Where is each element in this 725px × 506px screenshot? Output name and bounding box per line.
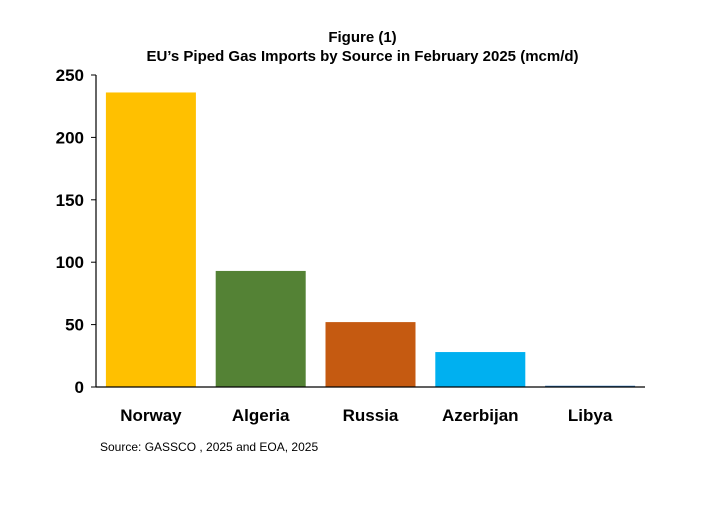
- x-tick-label: Algeria: [232, 406, 290, 425]
- bar: [215, 270, 306, 387]
- y-tick-label: 150: [56, 191, 84, 210]
- y-tick-label: 250: [56, 66, 84, 85]
- x-tick-label: Azerbijan: [442, 406, 519, 425]
- bar: [325, 322, 416, 387]
- y-tick-label: 0: [75, 378, 84, 397]
- chart-title: EU’s Piped Gas Imports by Source in Febr…: [146, 48, 579, 65]
- bar: [105, 92, 196, 388]
- x-tick-label: Russia: [343, 406, 399, 425]
- x-tick-label: Libya: [568, 406, 613, 425]
- figure-label: Figure (1): [328, 29, 397, 46]
- title-block: Figure (1) EU’s Piped Gas Imports by Sou…: [0, 28, 725, 66]
- bar: [435, 352, 526, 387]
- y-tick-label: 50: [65, 316, 84, 335]
- x-tick-label: Norway: [120, 406, 182, 425]
- source-note: Source: GASSCO , 2025 and EOA, 2025: [100, 440, 319, 454]
- y-tick-label: 200: [56, 128, 84, 147]
- y-tick-label: 100: [56, 253, 84, 272]
- bar: [545, 385, 636, 387]
